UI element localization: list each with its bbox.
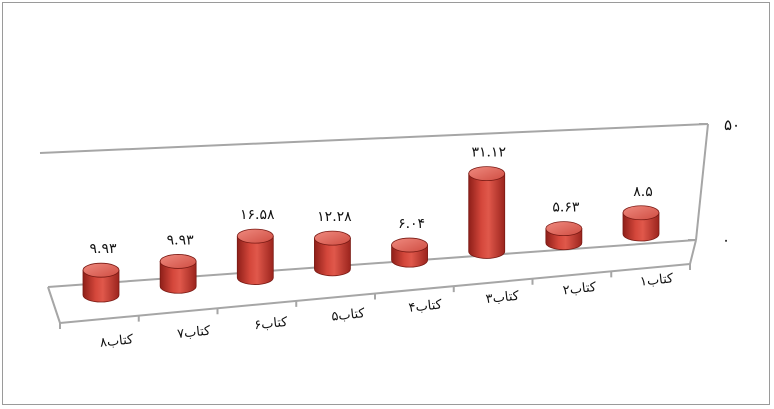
bar-top (469, 167, 505, 181)
category-label: کتاب۵ (331, 306, 366, 324)
bar-value-label: ۹.۹۳ (89, 241, 116, 257)
floor-left-edge (48, 287, 60, 323)
bar-top (392, 238, 428, 252)
bar-top (83, 263, 119, 277)
category-label: کتاب۲ (562, 280, 597, 298)
chart-floor (48, 240, 696, 329)
y-tick-label-min: ۰ (722, 231, 730, 249)
bar-body (469, 174, 505, 259)
category-label: کتاب۱ (639, 271, 674, 289)
floor-right-edge (690, 240, 696, 264)
bar-cylinder (237, 229, 273, 284)
bar-cylinder (314, 231, 350, 276)
back-wall-top-edge (40, 124, 708, 153)
right-wall-edge (696, 124, 708, 240)
bar-value-label: ۱۲.۲۸ (317, 209, 352, 225)
floor-back-edge (48, 240, 696, 287)
bar-top (314, 231, 350, 245)
bar-cylinder (623, 206, 659, 241)
bar-cylinder (392, 238, 428, 267)
bar-value-label: ۶.۰۴ (398, 216, 425, 232)
y-tick-label-max: ۵۰ (724, 116, 740, 134)
bar-value-label: ۵.۶۳ (552, 200, 579, 216)
category-label: کتاب۸ (99, 332, 134, 350)
bar-top (546, 222, 582, 236)
bar-cylinder (83, 263, 119, 302)
bar-value-label: ۸.۵ (633, 184, 653, 200)
bar-value-label: ۱۶.۵۸ (240, 207, 275, 223)
category-label: کتاب۳ (485, 289, 520, 307)
bar-top (160, 254, 196, 268)
category-label: کتاب۶ (254, 315, 289, 333)
bar-cylinder (469, 167, 505, 259)
bar-top (237, 229, 273, 243)
bar-value-label: ۹.۹۳ (167, 232, 194, 248)
category-label: کتاب۷ (176, 324, 211, 342)
chart-walls (40, 124, 708, 240)
bar-cylinder (546, 222, 582, 250)
bar-top (623, 206, 659, 220)
bar-value-label: ۳۱.۱۲ (471, 145, 506, 161)
category-label: کتاب۴ (408, 297, 443, 315)
bar-cylinder (160, 254, 196, 293)
